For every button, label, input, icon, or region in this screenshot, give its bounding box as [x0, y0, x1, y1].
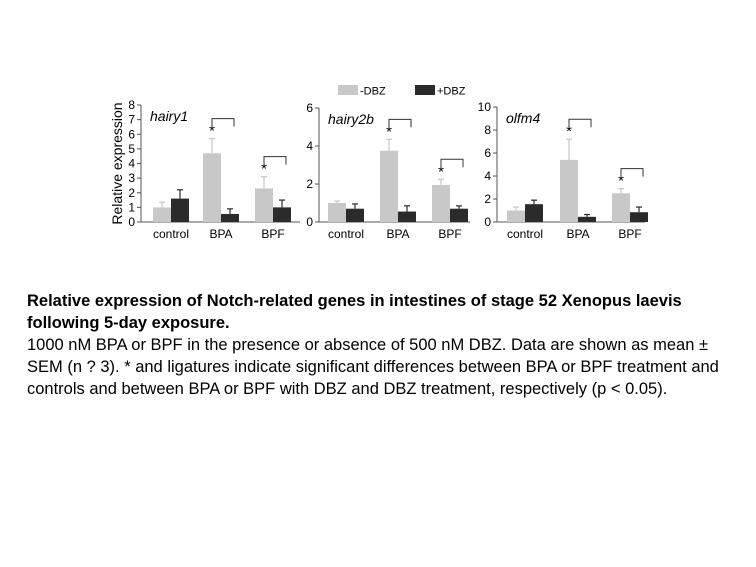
bar [221, 213, 239, 222]
significance-asterisk: * [261, 161, 267, 178]
bar [398, 211, 416, 222]
y-tick-label: 4 [306, 139, 313, 153]
caption-title: Relative expression of Notch-related gen… [27, 292, 682, 332]
x-tick-label: BPA [209, 227, 232, 241]
significance-bracket [568, 118, 592, 128]
y-tick-label: 4 [128, 157, 135, 171]
y-tick-label: 4 [484, 169, 491, 183]
bar [560, 159, 578, 222]
legend-swatch [338, 85, 358, 95]
x-tick-label: control [328, 227, 364, 241]
bar [380, 150, 398, 222]
y-tick-label: 2 [306, 177, 313, 191]
bar [255, 188, 273, 222]
y-tick-label: 0 [128, 215, 135, 229]
figure: -DBZ +DBZ 0 1 2 3 4 5 6 7 8 hairy1 Relative expressi… [0, 0, 756, 260]
y-tick-label: 2 [484, 192, 491, 206]
bar [346, 208, 364, 222]
bar [612, 193, 630, 222]
y-tick-label: 3 [128, 171, 135, 185]
bar [203, 153, 221, 222]
legend-label: -DBZ [360, 86, 386, 98]
y-tick-label: 1 [128, 200, 135, 214]
y-axis-label: Relative expression [109, 102, 125, 224]
y-tick-label: 0 [306, 215, 313, 229]
x-tick-label: BPF [618, 227, 641, 241]
x-tick-label: BPF [438, 227, 461, 241]
legend-label: +DBZ [437, 86, 466, 98]
y-tick-label: 8 [128, 98, 135, 112]
bar [432, 184, 450, 222]
bar [171, 198, 189, 222]
significance-asterisk: * [566, 123, 572, 140]
panel-title: hairy2b [328, 111, 374, 127]
significance-bracket [211, 118, 235, 127]
bar [450, 208, 468, 222]
y-tick-label: 5 [128, 142, 135, 156]
y-tick-label: 7 [128, 113, 135, 127]
bar [578, 216, 596, 222]
bar [153, 207, 171, 222]
x-tick-label: BPA [566, 227, 589, 241]
bar [525, 204, 543, 222]
significance-bracket [388, 118, 412, 128]
bar [630, 212, 648, 222]
y-tick-label: 6 [128, 127, 135, 141]
x-tick-label: BPF [261, 227, 284, 241]
significance-asterisk: * [438, 163, 444, 180]
bar [507, 210, 525, 222]
y-tick-label: 6 [306, 101, 313, 115]
bar [273, 207, 291, 222]
figure-caption: Relative expression of Notch-related gen… [27, 290, 742, 400]
y-tick-label: 0 [484, 215, 491, 229]
y-tick-label: 6 [484, 146, 491, 160]
caption-body: 1000 nM BPA or BPF in the presence or ab… [27, 336, 719, 398]
panel-title: olfm4 [506, 110, 540, 126]
y-tick-label: 10 [478, 100, 492, 114]
y-tick-label: 8 [484, 123, 491, 137]
significance-asterisk: * [209, 123, 215, 140]
significance-bracket [620, 168, 644, 177]
x-tick-label: control [153, 227, 189, 241]
panel-title: hairy1 [150, 108, 188, 124]
bar [328, 203, 346, 222]
significance-bracket [440, 158, 464, 168]
x-tick-label: BPA [386, 227, 409, 241]
significance-bracket [263, 156, 287, 165]
y-tick-label: 2 [128, 186, 135, 200]
x-tick-label: control [507, 227, 543, 241]
legend-swatch [415, 85, 435, 95]
significance-asterisk: * [618, 173, 624, 190]
significance-asterisk: * [386, 123, 392, 140]
